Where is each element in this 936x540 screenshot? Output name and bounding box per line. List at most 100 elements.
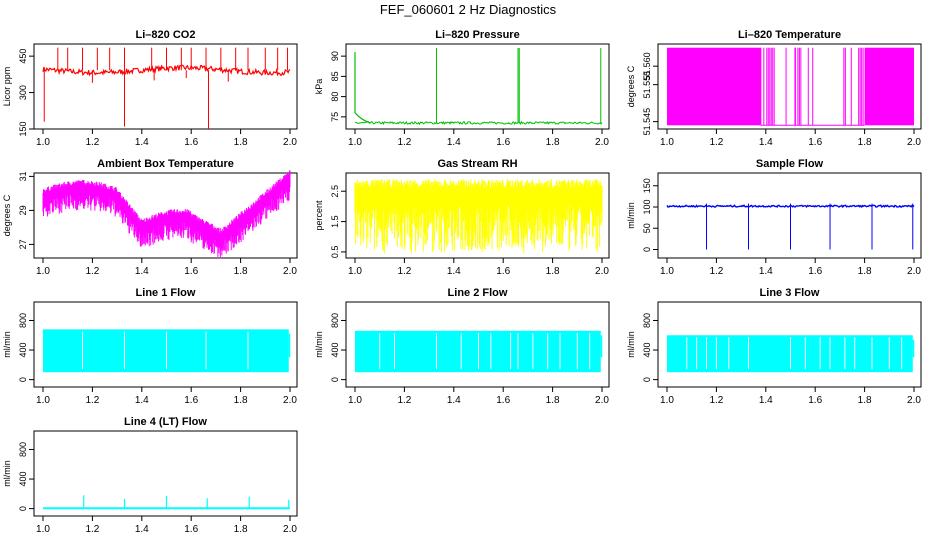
x-tick-label: 1.0	[348, 266, 362, 277]
y-axis-label: ml/min	[314, 331, 324, 358]
x-tick-label: 1.0	[36, 137, 50, 148]
x-tick-label: 1.2	[85, 266, 99, 277]
x-tick-label: 1.6	[184, 137, 198, 148]
panel-title: Li–820 Pressure	[435, 29, 519, 41]
panel-title: Line 2 Flow	[448, 287, 508, 299]
figure-title: FEF_060601 2 Hz Diagnostics	[379, 2, 557, 17]
x-tick-label: 1.0	[660, 266, 674, 277]
x-tick-label: 1.2	[709, 395, 723, 406]
plot-frame	[657, 172, 922, 259]
y-tick-label: 27	[18, 239, 28, 249]
y-axis-label: percent	[314, 200, 324, 231]
dense-fill	[355, 330, 601, 373]
panel-7: Line 1 Flow ml/min 1.0 1.2 1.4 1.6 1.8 2.0 0 400 8…	[2, 287, 298, 406]
y-tick-label: 400	[18, 343, 28, 358]
y-tick-label: 2.5	[330, 185, 340, 198]
x-tick-label: 1.8	[234, 395, 248, 406]
x-tick-label: 1.2	[397, 395, 411, 406]
x-tick-label: 2.0	[283, 524, 297, 535]
y-tick-label: 450	[18, 49, 28, 64]
panel-9: Line 3 Flow ml/min 1.0 1.2 1.4 1.6 1.8 2.0 0 400 8…	[626, 287, 922, 406]
series-line	[354, 120, 603, 126]
y-tick-label: 50	[642, 223, 652, 233]
x-tick-label: 1.2	[397, 266, 411, 277]
plot-frame	[345, 172, 610, 259]
x-tick-label: 1.4	[447, 266, 461, 277]
panel-3: Li–820 Temperature degrees C 1.0 1.2 1.4 1.6 1…	[626, 29, 922, 148]
x-tick-label: 1.2	[709, 137, 723, 148]
panel-title: Line 4 (LT) Flow	[124, 416, 207, 428]
x-tick-label: 1.8	[546, 395, 560, 406]
panel-title: Sample Flow	[756, 158, 824, 170]
x-tick-label: 1.6	[496, 266, 510, 277]
x-tick-label: 1.0	[348, 395, 362, 406]
y-tick-label: 0	[18, 506, 28, 511]
y-tick-label: 31	[18, 171, 28, 181]
dense-fill	[667, 47, 761, 126]
y-tick-label: 800	[330, 313, 340, 328]
x-tick-label: 2.0	[907, 395, 921, 406]
panel-title: Line 3 Flow	[760, 287, 820, 299]
y-axis-label: kPa	[314, 79, 324, 95]
y-tick-label: 0	[642, 247, 652, 252]
panel-title: Li–820 Temperature	[738, 29, 841, 41]
x-tick-label: 1.8	[546, 266, 560, 277]
y-tick-label: 80	[330, 92, 340, 102]
x-tick-label: 1.6	[808, 266, 822, 277]
x-tick-label: 1.2	[85, 137, 99, 148]
x-tick-label: 1.0	[36, 266, 50, 277]
x-tick-label: 1.8	[234, 266, 248, 277]
x-tick-label: 1.0	[660, 137, 674, 148]
x-tick-label: 1.6	[184, 395, 198, 406]
panel-title: Gas Stream RH	[437, 158, 517, 170]
x-tick-label: 1.4	[135, 524, 149, 535]
y-tick-label: 51.555	[642, 71, 652, 99]
y-tick-label: 1.5	[330, 215, 340, 228]
x-tick-label: 1.4	[135, 395, 149, 406]
panel-8: Line 2 Flow ml/min 1.0 1.2 1.4 1.6 1.8 2.0 0 400 8…	[314, 287, 610, 406]
x-tick-label: 1.8	[858, 266, 872, 277]
y-tick-label: 0.5	[330, 246, 340, 259]
y-axis-label: degrees C	[2, 194, 12, 236]
y-tick-label: 400	[330, 343, 340, 358]
panel-title: Li–820 CO2	[136, 29, 196, 41]
x-tick-label: 1.8	[234, 137, 248, 148]
y-tick-label: 51.560	[642, 52, 652, 80]
y-tick-label: 800	[18, 313, 28, 328]
x-tick-label: 1.2	[85, 524, 99, 535]
y-tick-label: 85	[330, 71, 340, 81]
y-tick-label: 29	[18, 205, 28, 215]
x-tick-label: 2.0	[595, 395, 609, 406]
plot-frame	[33, 172, 298, 259]
startup-decay	[354, 52, 370, 124]
x-tick-label: 1.6	[496, 137, 510, 148]
panel-1: Li–820 CO2 Licor ppm 1.0 1.2 1.4 1.6 1.8 2.0 150…	[2, 29, 298, 148]
x-tick-label: 1.4	[759, 395, 773, 406]
x-tick-label: 1.8	[546, 137, 560, 148]
x-tick-label: 1.8	[858, 395, 872, 406]
y-axis-label: degrees C	[626, 65, 636, 107]
panel-title: Line 1 Flow	[136, 287, 196, 299]
y-tick-label: 800	[18, 442, 28, 457]
dense-fill	[864, 47, 914, 126]
plot-frame	[345, 301, 610, 388]
x-tick-label: 1.0	[36, 395, 50, 406]
x-tick-label: 2.0	[595, 137, 609, 148]
x-tick-label: 1.8	[858, 137, 872, 148]
plot-frame	[33, 430, 298, 517]
x-tick-label: 1.4	[759, 266, 773, 277]
y-tick-label: 0	[18, 377, 28, 382]
y-tick-label: 51.545	[642, 108, 652, 136]
y-tick-label: 300	[18, 85, 28, 100]
x-tick-label: 1.6	[808, 395, 822, 406]
y-axis-label: ml/min	[626, 202, 636, 229]
plot-frame	[657, 43, 922, 130]
panel-4: Ambient Box Temperature degrees C 1.0 1.2 1.…	[2, 158, 298, 277]
y-tick-label: 100	[642, 199, 652, 214]
x-tick-label: 1.4	[447, 395, 461, 406]
x-tick-label: 1.6	[184, 266, 198, 277]
x-tick-label: 1.0	[660, 395, 674, 406]
dense-fill	[43, 329, 289, 373]
panel-2: Li–820 Pressure kPa 1.0 1.2 1.4 1.6 1.8 2.0 75 80…	[314, 29, 610, 148]
